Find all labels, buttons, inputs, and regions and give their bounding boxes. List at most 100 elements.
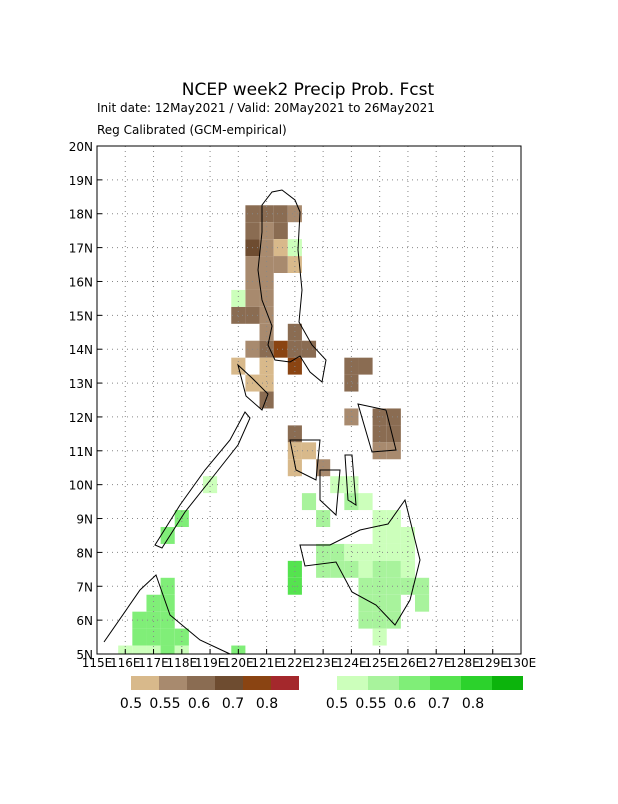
wet-cell [330,560,345,578]
wet-cell [358,543,373,561]
dry-cell [245,256,260,273]
wet-cell [386,560,401,578]
dry-cell [259,340,274,358]
x-tick-label: 130E [506,656,537,670]
chart-note: Reg Calibrated (GCM-empirical) [97,123,287,137]
x-tick-label: 124E [336,656,367,670]
dry-cell [386,408,401,426]
wet-cell [146,594,161,612]
y-tick-label: 6N [76,614,93,628]
dry-cell [273,340,288,358]
wet-legend-swatch [368,676,399,690]
dry-cell [259,239,274,257]
wet-cell [358,577,373,595]
dry-cell [259,374,274,392]
dry-cell [344,374,359,392]
dry-cell [259,205,274,223]
wet-cell [231,289,246,307]
wet-cell [160,628,175,646]
wet-legend-swatch [430,676,461,690]
wet-legend-swatch [337,676,368,690]
dry-cell [287,459,302,477]
wet-cell [132,628,147,646]
wet-cell [146,628,161,646]
legend: 0.5 0.55 0.6 0.7 0.8 0.5 0.55 0.6 0.7 0.8 [120,676,523,712]
wet-cell [132,611,147,629]
wet-cell [160,645,175,654]
dry-cell [386,442,401,460]
wet-cell [132,645,147,654]
x-tick-label: 120E [223,656,254,670]
x-tick-label: 116E [110,656,141,670]
dry-cell [287,205,302,223]
wet-cell [344,543,359,561]
dry-cell [245,222,260,240]
y-tick-label: 13N [69,377,93,391]
dry-cell [287,425,302,443]
x-tick-label: 123E [308,656,339,670]
wet-legend-swatch [492,676,523,690]
grid-layer: 115E116E117E118E119E120E121E122E123E124E… [69,140,537,670]
dry-cell [287,323,302,341]
wet-cell [358,560,373,578]
dry-cell [273,205,288,223]
wet-cell [386,510,401,527]
chart-subtitle: Init date: 12May2021 / Valid: 20May2021 … [97,101,435,115]
wet-legend-label: 0.5 [326,696,348,712]
dry-cell [231,306,246,324]
dry-legend-label: 0.5 [120,696,142,712]
y-tick-label: 8N [76,546,93,560]
wet-cell [386,594,401,612]
wet-cell [316,510,331,527]
x-tick-label: 127E [421,656,452,670]
wet-cell [372,560,387,578]
dry-cell [301,340,317,358]
x-tick-label: 121E [251,656,282,670]
wet-cell [316,543,331,561]
x-tick-label: 118E [167,656,198,670]
dry-cell [287,256,302,273]
y-tick-label: 9N [76,513,93,527]
wet-cell [358,611,373,629]
y-tick-label: 14N [69,343,93,357]
wet-cell [372,594,387,612]
coastline [103,189,421,655]
wet-cell [386,577,401,595]
wet-cell [160,527,175,544]
dry-cell [273,239,288,257]
dry-cell [273,256,288,273]
wet-cell [301,493,317,511]
wet-cell [400,527,415,544]
x-tick-label: 117E [138,656,169,670]
wet-cell [344,560,359,578]
dry-legend-label: 0.6 [188,696,210,712]
y-tick-label: 18N [69,208,93,222]
wet-cell [287,560,302,578]
wet-legend-label: 0.7 [428,696,450,712]
y-tick-label: 20N [69,140,93,154]
y-tick-label: 7N [76,580,93,594]
cell-layer [118,205,430,654]
y-tick-label: 15N [69,309,93,323]
dry-legend-swatch [187,676,215,690]
dry-cell [372,442,387,460]
wet-cell [386,543,401,561]
x-tick-label: 129E [477,656,508,670]
x-tick-label: 122E [280,656,311,670]
y-tick-label: 10N [69,479,93,493]
dry-legend-label: 0.8 [256,696,278,712]
dry-cell [301,442,317,460]
wet-legend-swatch [399,676,430,690]
x-tick-label: 126E [393,656,424,670]
wet-cell [316,560,331,578]
chart-title: NCEP week2 Precip Prob. Fcst [182,80,435,100]
wet-cell [146,611,161,629]
dry-cell [287,340,302,358]
x-tick-label: 115E [82,656,113,670]
dry-cell [245,289,260,307]
wet-cell [372,543,387,561]
wet-cell [415,594,430,612]
wet-legend-label: 0.8 [462,696,484,712]
y-tick-label: 19N [69,174,93,188]
